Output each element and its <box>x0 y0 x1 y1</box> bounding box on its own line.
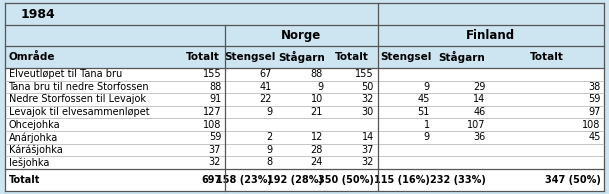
Text: 232 (33%): 232 (33%) <box>429 175 485 185</box>
Text: 9: 9 <box>424 82 430 92</box>
Text: 45: 45 <box>588 132 600 142</box>
Text: 59: 59 <box>209 132 221 142</box>
Bar <box>5 46 604 68</box>
Text: 9: 9 <box>266 107 272 117</box>
Text: 10: 10 <box>311 94 323 104</box>
Text: Totalt: Totalt <box>530 52 563 62</box>
Text: Norge: Norge <box>281 29 322 42</box>
Text: Tana bru til nedre Storfossen: Tana bru til nedre Storfossen <box>9 82 149 92</box>
Text: 14: 14 <box>473 94 485 104</box>
Text: 88: 88 <box>311 69 323 79</box>
Text: 37: 37 <box>209 145 221 155</box>
Text: 21: 21 <box>311 107 323 117</box>
Text: 22: 22 <box>259 94 272 104</box>
Text: Ohcejohka: Ohcejohka <box>9 120 60 130</box>
Text: Anárjohka: Anárjohka <box>9 132 58 143</box>
Text: Totalt: Totalt <box>186 52 220 62</box>
Text: Stengsel: Stengsel <box>225 52 276 62</box>
Text: 1984: 1984 <box>20 8 55 21</box>
Text: 32: 32 <box>209 158 221 167</box>
Text: Elveutløpet til Tana bru: Elveutløpet til Tana bru <box>9 69 122 79</box>
Text: 67: 67 <box>259 69 272 79</box>
Bar <box>5 3 604 25</box>
Text: 1: 1 <box>424 120 430 130</box>
Text: Totalt: Totalt <box>335 52 369 62</box>
Text: Kárášjohka: Kárášjohka <box>9 145 62 155</box>
Text: 155: 155 <box>203 69 221 79</box>
Text: 30: 30 <box>362 107 374 117</box>
Text: 12: 12 <box>311 132 323 142</box>
Text: 50: 50 <box>362 82 374 92</box>
Text: Stågarn: Stågarn <box>438 51 485 63</box>
Text: 115 (16%): 115 (16%) <box>374 175 430 185</box>
Text: 14: 14 <box>362 132 374 142</box>
Text: 158 (23%): 158 (23%) <box>216 175 272 185</box>
Text: 192 (28%): 192 (28%) <box>267 175 323 185</box>
Text: 9: 9 <box>424 132 430 142</box>
Text: Totalt: Totalt <box>9 175 40 185</box>
Text: 37: 37 <box>362 145 374 155</box>
Text: Stengsel: Stengsel <box>380 52 431 62</box>
Text: 41: 41 <box>260 82 272 92</box>
Text: 91: 91 <box>209 94 221 104</box>
Text: 38: 38 <box>588 82 600 92</box>
Text: 88: 88 <box>209 82 221 92</box>
Text: 9: 9 <box>266 145 272 155</box>
Text: Levajok til elvesammenløpet: Levajok til elvesammenløpet <box>9 107 149 117</box>
Text: 347 (50%): 347 (50%) <box>544 175 600 185</box>
Text: 107: 107 <box>467 120 485 130</box>
Text: Område: Område <box>9 52 55 62</box>
Text: Iešjohka: Iešjohka <box>9 157 49 168</box>
Text: 32: 32 <box>362 94 374 104</box>
Bar <box>5 25 604 191</box>
Text: 46: 46 <box>473 107 485 117</box>
Text: 51: 51 <box>417 107 430 117</box>
Text: 127: 127 <box>203 107 221 117</box>
Text: 29: 29 <box>473 82 485 92</box>
Text: 24: 24 <box>311 158 323 167</box>
Text: 697: 697 <box>201 175 221 185</box>
Text: Stågarn: Stågarn <box>278 51 325 63</box>
Text: 45: 45 <box>417 94 430 104</box>
Text: 108: 108 <box>582 120 600 130</box>
Text: 32: 32 <box>362 158 374 167</box>
Text: 97: 97 <box>588 107 600 117</box>
Text: 9: 9 <box>317 82 323 92</box>
Text: 36: 36 <box>473 132 485 142</box>
Text: 155: 155 <box>355 69 374 79</box>
Text: 28: 28 <box>311 145 323 155</box>
Text: 350 (50%): 350 (50%) <box>318 175 374 185</box>
Text: Nedre Storfossen til Levajok: Nedre Storfossen til Levajok <box>9 94 146 104</box>
Text: 59: 59 <box>588 94 600 104</box>
Text: 2: 2 <box>266 132 272 142</box>
Text: Finland: Finland <box>466 29 515 42</box>
Bar <box>5 25 604 46</box>
Text: 8: 8 <box>266 158 272 167</box>
Text: 108: 108 <box>203 120 221 130</box>
